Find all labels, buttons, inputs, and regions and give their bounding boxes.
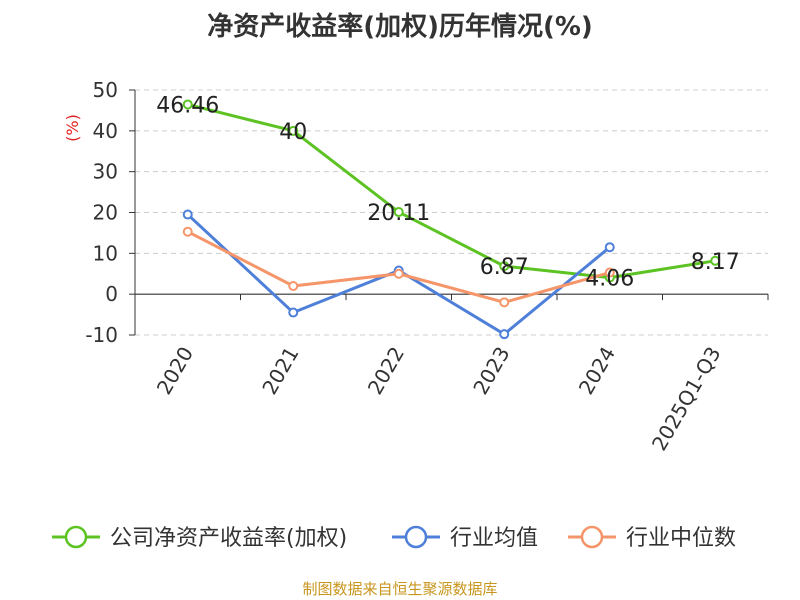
- legend-item: 行业中位数: [568, 525, 736, 551]
- data-point: [604, 242, 615, 253]
- data-point: [288, 307, 299, 318]
- data-label: 8.17: [691, 250, 740, 275]
- y-tick-label: 50: [93, 78, 118, 102]
- chart-title: 净资产收益率(加权)历年情况(%): [207, 12, 593, 42]
- legend-item: 公司净资产收益率(加权): [52, 525, 347, 551]
- y-tick-label: 30: [93, 160, 118, 184]
- legend-label: 行业中位数: [626, 526, 736, 551]
- x-tick-label: 2020: [152, 343, 198, 399]
- legend: 公司净资产收益率(加权) 行业均值 行业中位数: [52, 525, 736, 551]
- data-point: [182, 209, 193, 220]
- x-tick-label: 2021: [257, 343, 303, 399]
- legend-label: 行业均值: [450, 526, 538, 551]
- data-label: 40: [279, 120, 307, 145]
- data-label: 46.46: [156, 93, 219, 118]
- data-source: 制图数据来自恒生聚源数据库: [302, 580, 498, 598]
- x-tick-labels: 2020 2021 2022 2023 2024 2025Q1-Q3: [152, 343, 726, 455]
- grid-lines: [135, 89, 768, 336]
- x-tick-label: 2023: [468, 343, 514, 399]
- data-point: [393, 207, 404, 218]
- legend-marker: [580, 525, 604, 549]
- y-tick-label: -10: [85, 323, 118, 347]
- y-axis-label: (%): [63, 114, 82, 142]
- y-tick-label: 20: [93, 201, 118, 225]
- data-point: [710, 255, 721, 266]
- y-tick-label: 10: [93, 241, 118, 265]
- x-tick-label: 2022: [363, 343, 409, 399]
- data-point: [288, 125, 299, 136]
- data-point: [499, 329, 510, 340]
- data-point: [499, 297, 510, 308]
- data-point: [499, 261, 510, 272]
- x-tick-label: 2024: [574, 343, 620, 399]
- series-line-0: [187, 102, 716, 280]
- data-point: [288, 281, 299, 291]
- legend-label: 公司净资产收益率(加权): [110, 526, 347, 551]
- y-tick-label: 40: [93, 119, 118, 143]
- x-tick-label: 2025Q1-Q3: [647, 343, 726, 455]
- legend-item: 行业均值: [392, 525, 538, 551]
- data-label: 6.87: [480, 255, 529, 280]
- data-label: 20.11: [367, 201, 430, 226]
- series-lines: [182, 99, 721, 340]
- y-tick-label: 0: [105, 282, 118, 306]
- data-point: [393, 268, 404, 279]
- legend-marker: [404, 525, 428, 549]
- data-point: [604, 267, 615, 278]
- legend-marker: [64, 525, 88, 549]
- data-point: [182, 99, 193, 110]
- data-point: [182, 226, 193, 237]
- y-tick-labels: -10 0 10 20 30 40 50: [85, 78, 118, 347]
- data-label: 4.06: [585, 267, 634, 292]
- axes: [129, 89, 769, 336]
- data-labels: 46.46 40 20.11 6.87 4.06 8.17: [156, 93, 739, 291]
